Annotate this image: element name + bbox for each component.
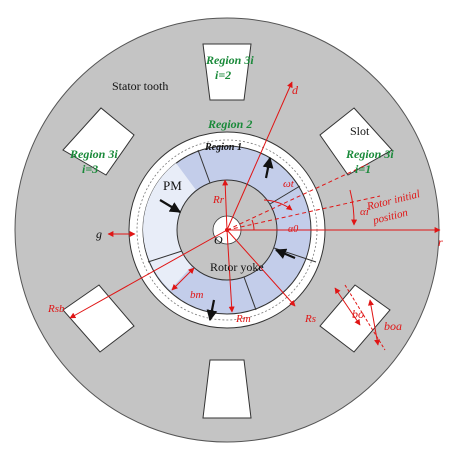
alpha-i-arc bbox=[349, 189, 358, 226]
boa-dim bbox=[344, 284, 386, 351]
rsb-line bbox=[69, 229, 228, 319]
slot-upper-left bbox=[62, 107, 135, 176]
alpha-i-label: αi bbox=[360, 206, 369, 218]
annotation-lines bbox=[69, 81, 441, 351]
rr-line bbox=[222, 179, 229, 231]
bm-dim bbox=[171, 267, 195, 291]
d-axis-line bbox=[226, 81, 293, 231]
i3-label: i=3 bbox=[82, 162, 98, 176]
slot-bottom bbox=[202, 359, 252, 419]
r-axis-label: r bbox=[438, 235, 443, 249]
region3i-right-label: Region 3i bbox=[345, 147, 394, 161]
rr-label: Rr bbox=[212, 194, 225, 206]
region2-label: Region 2 bbox=[207, 117, 252, 131]
bm-label: bm bbox=[190, 289, 204, 301]
boa-label: boa bbox=[384, 319, 402, 333]
omega-t-label: ωt bbox=[283, 178, 295, 190]
omega-t-arc bbox=[263, 199, 293, 211]
d-axis-label: d bbox=[292, 83, 299, 97]
labels: Stator tooth Slot PM Rotor yoke Region 1… bbox=[47, 53, 443, 333]
slot-lower-left bbox=[62, 284, 135, 353]
rm-line bbox=[226, 229, 235, 313]
slot-top bbox=[202, 43, 252, 101]
g-label: g bbox=[96, 227, 102, 241]
rotor-initial-line bbox=[226, 195, 381, 231]
magnetization-arrows bbox=[159, 156, 296, 322]
rs-label: Rs bbox=[304, 313, 316, 325]
origin-label: O bbox=[214, 233, 223, 247]
pm-label: PM bbox=[163, 178, 182, 193]
rotor-yoke-label: Rotor yoke bbox=[210, 260, 264, 274]
alpha0-label: α0 bbox=[288, 224, 298, 235]
i1-label: i=1 bbox=[355, 162, 371, 176]
pm-segment-light bbox=[142, 163, 196, 230]
boa-dim-2 bbox=[367, 299, 381, 346]
region3i-top-label: Region 3i bbox=[205, 53, 254, 67]
slot-upper-right bbox=[319, 107, 393, 176]
region1-label: Region 1 bbox=[204, 142, 242, 153]
rm-label: Rm bbox=[235, 313, 251, 325]
region3i-left-label: Region 3i bbox=[69, 147, 118, 161]
rs-line bbox=[226, 229, 296, 307]
bo-label: bo bbox=[352, 307, 364, 321]
slot-label: Slot bbox=[350, 124, 370, 138]
stator-tooth-label: Stator tooth bbox=[112, 79, 168, 93]
bo-dim bbox=[334, 287, 361, 326]
slot-center-line bbox=[226, 163, 369, 231]
rsb-label: Rsb bbox=[47, 303, 65, 315]
i2-label: i=2 bbox=[215, 68, 231, 82]
origin-point bbox=[225, 228, 229, 232]
alpha0-arc bbox=[251, 219, 255, 231]
slots bbox=[62, 43, 393, 419]
